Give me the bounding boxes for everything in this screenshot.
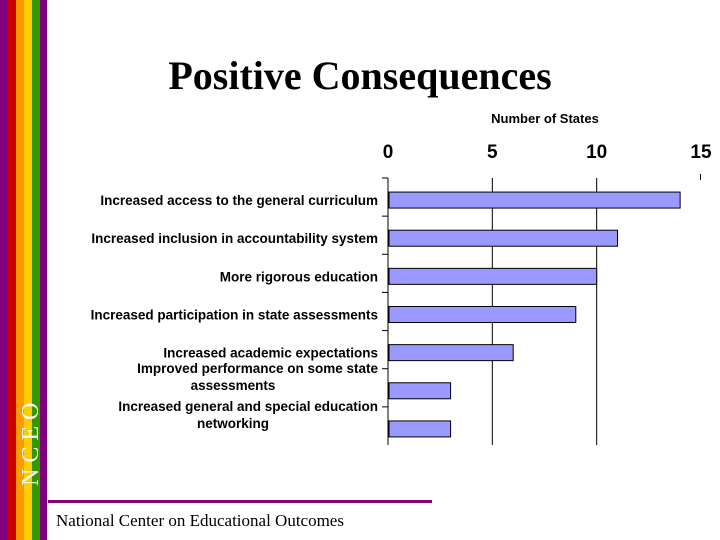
stripe-orange (16, 0, 24, 540)
category-label: assessments (191, 378, 276, 393)
bar (388, 229, 619, 247)
category-label: Increased academic expectations (163, 346, 378, 361)
bar (388, 267, 598, 285)
nceo-logo: NCEO (18, 397, 44, 486)
x-axis-title: Number of States (491, 111, 599, 126)
footer-divider (48, 500, 432, 503)
footer-text: National Center on Educational Outcomes (56, 511, 344, 530)
category-label: networking (197, 416, 269, 431)
nceo-logo-text: NCEO (18, 397, 44, 486)
category-label: Increased access to the general curricul… (100, 193, 378, 208)
category-label: Increased inclusion in accountability sy… (91, 231, 378, 246)
stripe-red (8, 0, 16, 540)
category-label: More rigorous education (220, 269, 378, 284)
category-label: Increased general and special education (118, 399, 378, 414)
category-label: Increased participation in state assessm… (91, 308, 378, 323)
page-title: Positive Consequences (168, 53, 552, 98)
x-tick-label: 10 (586, 142, 607, 163)
stripe-yellow (24, 0, 32, 540)
bar (388, 191, 681, 209)
bar (388, 382, 452, 400)
bar (388, 420, 452, 438)
stripe-green (32, 0, 40, 540)
bar (388, 344, 514, 362)
stripe-purple-inner (40, 0, 47, 540)
stripe-purple (0, 0, 8, 540)
category-label: Improved performance on some state (137, 361, 378, 376)
x-tick-label: 0 (383, 142, 394, 163)
bar (388, 306, 577, 323)
x-tick-label: 5 (487, 142, 498, 163)
x-tick-label: 15 (690, 142, 712, 163)
